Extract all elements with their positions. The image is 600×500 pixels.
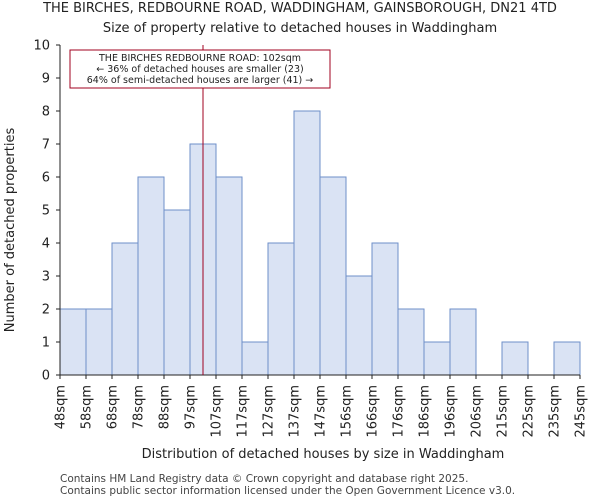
y-tick-label: 9 bbox=[42, 72, 50, 87]
bar-186sqm bbox=[423, 341, 451, 376]
bar-215sqm bbox=[501, 341, 529, 376]
y-tick-label: 7 bbox=[42, 138, 50, 153]
y-tick-label: 4 bbox=[42, 237, 50, 252]
annotation-line-2: ← 36% of detached houses are smaller (23… bbox=[96, 64, 303, 75]
x-tick-label: 117sqm bbox=[236, 385, 251, 438]
x-tick-label: 88sqm bbox=[158, 385, 173, 429]
y-tick-label: 0 bbox=[42, 369, 50, 384]
x-tick-label: 186sqm bbox=[418, 385, 433, 438]
bar-176sqm bbox=[397, 308, 425, 376]
bar-166sqm bbox=[371, 242, 399, 376]
y-tick-label: 5 bbox=[42, 204, 50, 219]
annotation-line-1: THE BIRCHES REDBOURNE ROAD: 102sqm bbox=[98, 53, 301, 64]
x-tick-label: 68sqm bbox=[106, 385, 121, 429]
bar-88sqm bbox=[163, 209, 191, 376]
x-tick-label: 147sqm bbox=[314, 385, 329, 438]
bar-147sqm bbox=[319, 176, 347, 376]
x-tick-label: 235sqm bbox=[548, 385, 563, 438]
x-tick-label: 225sqm bbox=[522, 385, 537, 438]
x-tick-label: 107sqm bbox=[210, 385, 225, 438]
x-tick-label: 78sqm bbox=[132, 385, 147, 429]
x-tick-label: 206sqm bbox=[470, 385, 485, 438]
chart-title: THE BIRCHES, REDBOURNE ROAD, WADDINGHAM,… bbox=[43, 1, 557, 16]
x-tick-label: 245sqm bbox=[574, 385, 589, 438]
y-tick-label: 3 bbox=[42, 270, 50, 285]
bar-137sqm bbox=[293, 110, 321, 376]
annotation-box bbox=[69, 49, 331, 89]
bar-235sqm bbox=[553, 341, 581, 376]
annotation-line-3: 64% of semi-detached houses are larger (… bbox=[87, 75, 314, 86]
footer-licence: Contains public sector information licen… bbox=[60, 485, 516, 497]
x-tick-label: 196sqm bbox=[444, 385, 459, 438]
footer-copyright: Contains HM Land Registry data © Crown c… bbox=[60, 473, 469, 485]
y-tick-label: 6 bbox=[42, 171, 50, 186]
y-tick-label: 2 bbox=[42, 303, 50, 318]
bar-58sqm bbox=[85, 308, 113, 376]
x-tick-label: 166sqm bbox=[366, 385, 381, 438]
bar-127sqm bbox=[267, 242, 295, 376]
bar-68sqm bbox=[111, 242, 139, 376]
x-tick-label: 97sqm bbox=[184, 385, 199, 429]
bar-156sqm bbox=[345, 275, 373, 376]
x-tick-label: 176sqm bbox=[392, 385, 407, 438]
bar-48sqm bbox=[59, 308, 87, 376]
bar-117sqm bbox=[241, 341, 269, 376]
y-axis-label: Number of detached properties bbox=[3, 128, 18, 333]
x-tick-label: 127sqm bbox=[262, 385, 277, 438]
y-tick-label: 8 bbox=[42, 105, 50, 120]
bar-196sqm bbox=[449, 308, 477, 376]
x-axis-label: Distribution of detached houses by size … bbox=[142, 447, 505, 462]
y-tick-label: 1 bbox=[42, 336, 50, 351]
x-tick-label: 58sqm bbox=[80, 385, 95, 429]
chart-subtitle: Size of property relative to detached ho… bbox=[102, 21, 498, 36]
x-tick-label: 137sqm bbox=[288, 385, 303, 438]
bar-78sqm bbox=[137, 176, 165, 376]
x-tick-label: 48sqm bbox=[54, 385, 69, 429]
x-tick-label: 215sqm bbox=[496, 385, 511, 438]
x-tick-label: 156sqm bbox=[340, 385, 355, 438]
y-tick-label: 10 bbox=[33, 39, 50, 54]
bar-107sqm bbox=[215, 176, 243, 376]
